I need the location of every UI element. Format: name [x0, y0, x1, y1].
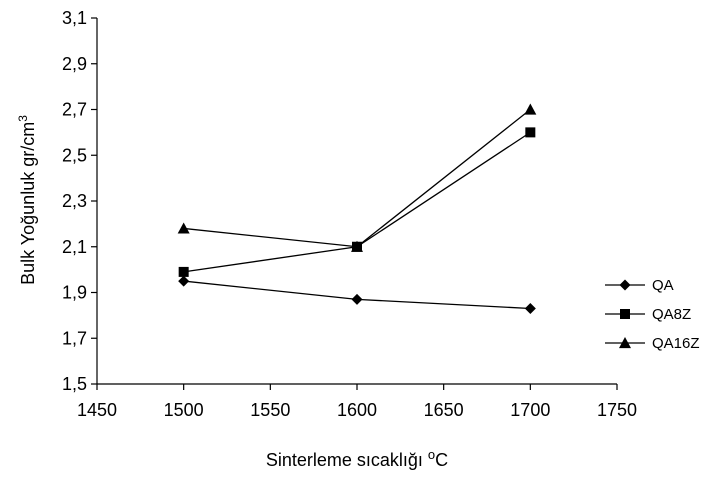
legend: QA QA8Z QA16Z	[605, 277, 700, 352]
legend-item-qa: QA	[605, 277, 674, 294]
data-point-qa	[178, 275, 190, 287]
legend-marker-qa	[619, 279, 631, 291]
x-axis-title: Sinterleme sıcaklığı oC	[266, 447, 448, 470]
legend-item-qa16z: QA16Z	[605, 335, 700, 352]
data-point-qa	[351, 293, 363, 305]
x-axis-degree-sign: o	[428, 447, 435, 462]
y-axis-title-superscript: 3	[16, 115, 30, 122]
y-tick-label: 2,3	[62, 191, 87, 211]
data-point-qa8z	[178, 266, 189, 277]
data-point-qa16z	[351, 240, 363, 252]
x-axis-title-unit: C	[435, 450, 448, 470]
legend-marker-qa16z	[619, 337, 631, 349]
y-tick-label: 1,9	[62, 283, 87, 303]
data-point-qa16z	[177, 222, 190, 234]
series-qa8z	[178, 127, 536, 277]
axes: 1,5 1,7 1,9 2,1 2,3 2,5 2,7 2,9 3,1 1450 1500 1550 1…	[62, 8, 637, 420]
legend-label-qa16z: QA16Z	[652, 335, 700, 352]
data-point-qa	[524, 303, 536, 315]
y-tick-label: 3,1	[62, 8, 87, 28]
y-tick-label: 2,9	[62, 54, 87, 74]
series-line-qa16z	[183, 108, 531, 248]
x-tick-label: 1600	[337, 400, 377, 420]
data-point-qa8z	[525, 127, 536, 138]
legend-label-qa: QA	[652, 277, 674, 294]
x-tick-label: 1750	[597, 400, 637, 420]
y-tick-label: 2,1	[62, 237, 87, 257]
series-qa16z	[177, 103, 537, 252]
series-layer	[177, 103, 537, 315]
data-point-qa16z	[524, 103, 537, 115]
y-tick-label: 1,5	[62, 374, 87, 394]
y-axis-title: Bulk Yoğunluk gr/cm3	[16, 115, 38, 285]
legend-item-qa8z: QA8Z	[605, 306, 691, 323]
x-tick-label: 1650	[424, 400, 464, 420]
x-tick-label: 1700	[510, 400, 550, 420]
series-qa	[178, 275, 536, 315]
x-axis-title-text: Sinterleme sıcaklığı	[266, 450, 423, 470]
x-tick-label: 1450	[77, 400, 117, 420]
x-tick-label: 1500	[164, 400, 204, 420]
y-tick-label: 1,7	[62, 328, 87, 348]
y-tick-label: 2,5	[62, 145, 87, 165]
x-tick-label: 1550	[250, 400, 290, 420]
legend-label-qa8z: QA8Z	[652, 306, 691, 323]
legend-marker-qa8z	[620, 309, 630, 319]
y-axis-title-text: Bulk Yoğunluk gr/cm	[18, 122, 38, 285]
svg-text:Bulk Yoğunluk gr/cm3: Bulk Yoğunluk gr/cm3	[16, 115, 38, 285]
y-tick-label: 2,7	[62, 100, 87, 120]
